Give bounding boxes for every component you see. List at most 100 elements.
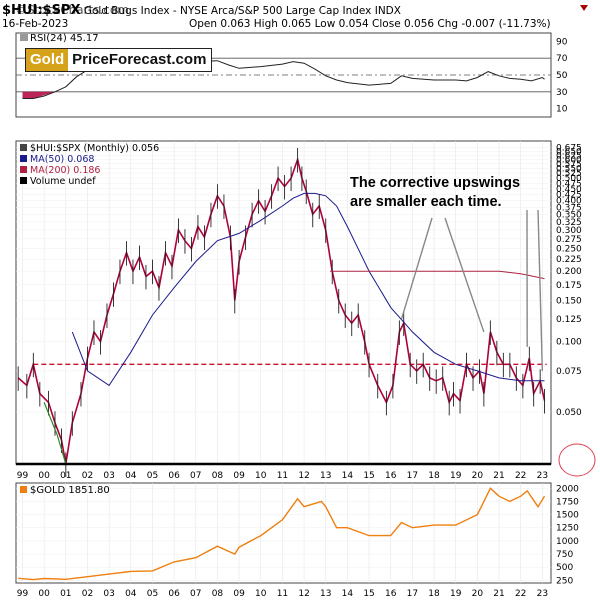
- gold-x-tick-label: 23: [537, 589, 548, 599]
- chart-ohlc: Open 0.063 High 0.065 Low 0.054 Close 0.…: [189, 18, 551, 30]
- main-y-tick-label: 0.400: [556, 197, 582, 207]
- gold-y-tick-label: 1500: [556, 511, 579, 521]
- main-panel-frame: [15, 140, 552, 465]
- annotation-callout: The corrective upswings are smaller each…: [350, 174, 520, 212]
- stockcharts-watermark: ©StockCharts.com: [15, 3, 129, 17]
- gold-x-tick-label: 05: [147, 589, 158, 599]
- chart-date: 16-Feb-2023: [2, 18, 69, 30]
- price-line: [17, 156, 546, 465]
- main-x-tick-label: 18: [428, 471, 440, 481]
- main-legend-swatch: [20, 155, 27, 162]
- main-x-tick-label: 99: [17, 471, 29, 481]
- main-x-tick-label: 23: [537, 471, 548, 481]
- main-legend-swatch: [20, 177, 27, 184]
- main-legend-entry: MA(50) 0.068: [30, 154, 94, 165]
- main-y-tick-label: 0.225: [556, 255, 582, 265]
- main-y-tick-label: 0.675: [556, 144, 582, 154]
- highlight-circle: [558, 443, 596, 477]
- main-y-tick-label: 0.575: [556, 160, 582, 170]
- main-x-tick-label: 08: [212, 471, 224, 481]
- annotation-arrow: [400, 217, 433, 320]
- main-x-tick-label: 01: [60, 471, 71, 481]
- main-legend-entry: Volume undef: [30, 176, 96, 187]
- main-y-tick-label: 0.325: [556, 218, 582, 228]
- goldpriceforecast-logo: Gold PriceForecast.com: [25, 48, 212, 72]
- main-legend-entry: $HUI:$SPX (Monthly) 0.056: [30, 143, 159, 154]
- main-y-tick-label: 0.200: [556, 267, 582, 277]
- main-y-tick-label: 0.100: [556, 338, 582, 348]
- main-x-tick-label: 17: [407, 471, 418, 481]
- gold-x-tick-label: 07: [190, 589, 201, 599]
- rsi-oversold-fill: [22, 91, 55, 99]
- gold-x-tick-label: 02: [82, 589, 93, 599]
- chart-symbol: $HUI:$SPX: [2, 3, 81, 18]
- gold-x-tick-label: 12: [298, 589, 309, 599]
- gold-x-tick-label: 99: [17, 589, 29, 599]
- gold-x-tick-label: 06: [168, 589, 180, 599]
- gold-line: [18, 487, 546, 581]
- gold-legend: $GOLD 1851.80: [30, 485, 110, 496]
- main-y-tick-label: 0.350: [556, 210, 582, 220]
- gold-x-tick-label: 20: [472, 589, 484, 599]
- main-legend-entry: MA(200) 0.186: [30, 165, 100, 176]
- rsi-y-tick-label: 90: [556, 37, 568, 47]
- main-legend-swatch: [20, 144, 27, 151]
- logo-gold-word: Gold: [26, 49, 69, 71]
- main-x-tick-label: 20: [472, 471, 484, 481]
- gold-y-tick-label: 2000: [556, 484, 579, 494]
- main-y-tick-label: 0.150: [556, 296, 582, 306]
- main-y-tick-label: 0.175: [556, 281, 582, 291]
- main-x-tick-label: 21: [493, 471, 504, 481]
- gold-y-tick-label: 500: [556, 563, 573, 573]
- main-y-tick-label: 0.525: [556, 169, 582, 179]
- main-x-tick-label: 07: [190, 471, 201, 481]
- main-x-tick-label: 11: [277, 471, 288, 481]
- annotation-arrow: [537, 209, 544, 371]
- main-y-tick-label: 0.625: [556, 151, 582, 161]
- gold-x-tick-label: 19: [450, 589, 462, 599]
- main-x-tick-label: 02: [82, 471, 93, 481]
- annotation-line-2: are smaller each time.: [350, 194, 502, 210]
- gold-y-tick-label: 250: [556, 576, 573, 586]
- gold-x-tick-label: 21: [493, 589, 504, 599]
- main-y-tick-label: 0.250: [556, 245, 582, 255]
- main-x-tick-label: 16: [385, 471, 397, 481]
- main-y-tick-label: 0.450: [556, 185, 582, 195]
- main-y-tick-label: 0.600: [556, 156, 582, 166]
- gold-x-tick-label: 09: [233, 589, 245, 599]
- main-x-tick-label: 04: [125, 471, 137, 481]
- gold-x-tick-label: 11: [277, 589, 288, 599]
- main-y-tick-label: 0.500: [556, 174, 582, 184]
- gold-x-tick-label: 03: [103, 589, 114, 599]
- rsi-y-tick-label: 50: [556, 71, 568, 81]
- gold-x-tick-label: 17: [407, 589, 418, 599]
- main-y-tick-label: 0.475: [556, 179, 582, 189]
- main-y-tick-label: 0.275: [556, 235, 582, 245]
- stockcharts-triangle-icon: [580, 5, 588, 11]
- main-x-tick-label: 00: [38, 471, 50, 481]
- gold-x-tick-label: 01: [60, 589, 71, 599]
- rsi-legend-swatch: [20, 34, 28, 41]
- rsi-y-tick-label: 10: [556, 105, 568, 115]
- gold-panel-frame: [15, 482, 552, 584]
- gold-x-tick-label: 22: [515, 589, 526, 599]
- gold-x-tick-label: 18: [428, 589, 440, 599]
- main-x-tick-label: 12: [298, 471, 309, 481]
- gold-x-tick-label: 00: [38, 589, 50, 599]
- main-x-tick-label: 09: [233, 471, 245, 481]
- main-x-tick-label: 10: [255, 471, 267, 481]
- gold-y-tick-label: 1750: [556, 497, 579, 507]
- ma200-line: [330, 270, 545, 280]
- main-y-tick-label: 0.075: [556, 367, 582, 377]
- main-y-tick-label: 0.125: [556, 315, 582, 325]
- main-legend-swatch: [20, 166, 27, 173]
- main-y-tick-label: 0.050: [556, 408, 582, 418]
- gold-y-tick-label: 750: [556, 550, 573, 560]
- main-y-tick-label: 0.425: [556, 191, 582, 201]
- main-x-tick-label: 13: [320, 471, 331, 481]
- gold-y-tick-label: 1000: [556, 537, 579, 547]
- gold-legend-swatch: [20, 486, 27, 493]
- main-x-tick-label: 05: [147, 471, 158, 481]
